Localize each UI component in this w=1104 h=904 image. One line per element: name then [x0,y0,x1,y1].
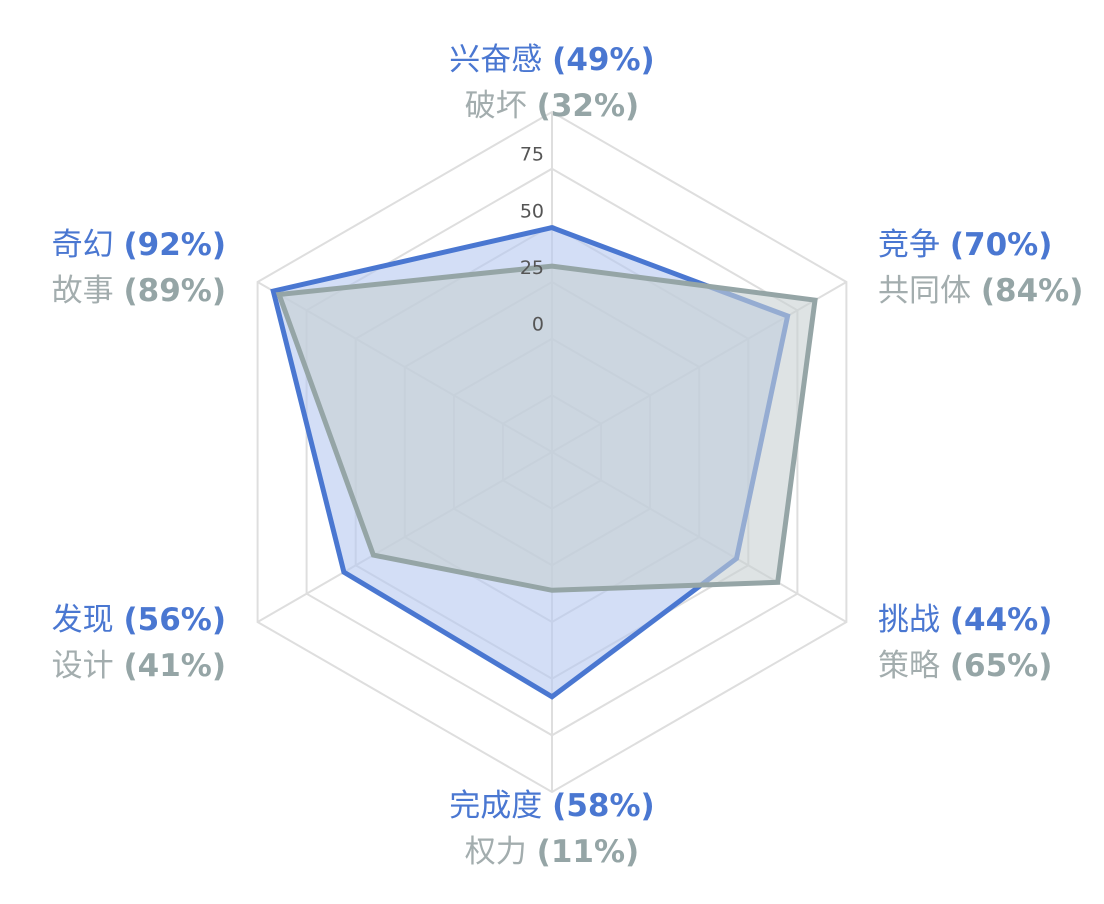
axis-label-primary: 奇幻 (92%) [52,227,226,263]
axis-label-secondary: 共同体 (84%) [878,273,1083,309]
axis-label-name: 发现 [52,602,124,638]
axis-label-percent: (58%) [552,788,655,824]
axis-label-name: 兴奋感 [449,42,552,78]
radar-tick-labels: 0 25 50 75 [520,144,544,336]
axis-label-primary: 兴奋感 (49%) [449,42,654,78]
axis-label-percent: (41%) [123,648,226,684]
axis-label-name: 挑战 [878,602,950,638]
axis-label-percent: (32%) [537,88,640,124]
radar-series [270,224,818,700]
axis-label-name: 完成度 [449,788,552,824]
axis-label-secondary: 策略 (65%) [878,648,1052,684]
series-2-polygon [275,263,818,593]
axis-label-name: 奇幻 [52,227,124,263]
axis-label-primary: 完成度 (58%) [449,788,654,824]
axis-label-name: 故事 [52,273,124,309]
tick-label: 0 [532,314,544,336]
axis-label-name: 权力 [465,834,537,870]
axis-label-percent: (84%) [981,273,1084,309]
axis-label-name: 共同体 [878,273,981,309]
tick-label: 50 [520,200,544,222]
axis-label-name: 策略 [878,648,950,684]
axis-label-primary: 发现 (56%) [52,602,226,638]
axis-label-percent: (11%) [537,834,640,870]
axis-label-percent: (56%) [123,602,226,638]
axis-label-primary: 竞争 (70%) [878,227,1052,263]
axis-label-secondary: 设计 (41%) [52,648,226,684]
axis-label-name: 破坏 [465,88,537,124]
axis-label-percent: (89%) [123,273,226,309]
radar-axis-labels: 兴奋感 (49%) 破坏 (32%) 竞争 (70%) 共同体 (84%) 挑战 (44… [52,42,1084,870]
axis-label-secondary: 权力 (11%) [465,834,639,870]
axis-label-percent: (70%) [950,227,1053,263]
axis-label-percent: (92%) [123,227,226,263]
axis-label-secondary: 故事 (89%) [52,273,226,309]
axis-label-percent: (44%) [950,602,1053,638]
tick-label: 25 [520,257,544,279]
axis-label-primary: 挑战 (44%) [878,602,1052,638]
axis-label-name: 竞争 [878,227,950,263]
tick-label: 75 [520,144,544,166]
axis-label-secondary: 破坏 (32%) [465,88,639,124]
axis-label-percent: (65%) [950,648,1053,684]
axis-label-percent: (49%) [552,42,655,78]
axis-label-name: 设计 [52,648,124,684]
